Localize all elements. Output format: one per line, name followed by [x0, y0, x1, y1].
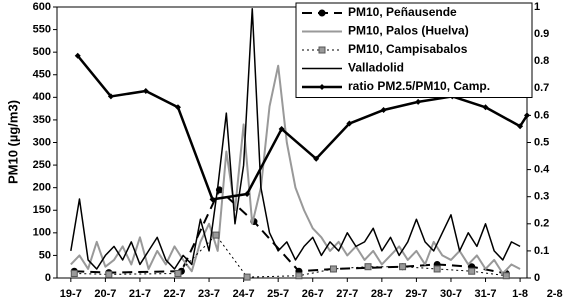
y-tick-label: 200 — [33, 182, 51, 194]
legend-box — [295, 2, 533, 98]
x-tick-label: 22-7 — [163, 288, 185, 300]
y-tick-label: 500 — [33, 46, 51, 58]
marker — [295, 272, 303, 280]
marker — [142, 88, 149, 95]
marker — [482, 104, 489, 111]
series-line — [70, 8, 521, 270]
marker — [105, 270, 113, 278]
y-tick-label: 350 — [33, 114, 51, 126]
x-tick-label: 23-7 — [198, 288, 220, 300]
y2-tick-label: 0.2 — [534, 218, 549, 230]
legend-label: ratio PM2.5/PM10, Camp. — [348, 79, 490, 93]
marker — [502, 272, 510, 280]
x-tick-label: 1-8 — [512, 288, 528, 300]
legend-label: PM10, Peñausende — [348, 5, 457, 19]
y-tick-label: 50 — [39, 249, 51, 261]
x-tick-label: 30-7 — [440, 288, 462, 300]
x-tick-label: 20-7 — [94, 288, 116, 300]
y-tick-label: 600 — [33, 1, 51, 13]
x-tick-label: 2-8 — [547, 288, 563, 300]
y-tick-label: 450 — [33, 69, 51, 81]
marker — [415, 98, 422, 105]
marker — [70, 269, 78, 277]
marker — [212, 231, 220, 239]
y2-tick-label: 0 — [534, 272, 540, 284]
x-tick-label: 31-7 — [475, 288, 497, 300]
y2-tick-label: 0.3 — [534, 191, 549, 203]
y-axis-label: PM10 (µg/m3) — [5, 100, 20, 184]
legend-marker — [319, 84, 325, 90]
marker — [243, 273, 251, 281]
legend-label: PM10, Campisabalos — [348, 42, 468, 56]
y-tick-label: 250 — [33, 159, 51, 171]
marker — [380, 106, 387, 113]
y-tick-label: 550 — [33, 23, 51, 35]
y2-tick-label: 0.8 — [534, 55, 549, 67]
marker — [399, 263, 407, 271]
y-tick-label: 300 — [33, 136, 51, 148]
y2-tick-label: 0.5 — [534, 136, 549, 148]
y2-tick-label: 0.6 — [534, 109, 549, 121]
marker — [209, 196, 216, 203]
series-line — [70, 64, 521, 275]
marker — [174, 269, 182, 277]
y2-tick-label: 0.9 — [534, 28, 549, 40]
marker — [244, 190, 251, 197]
x-tick-label: 24-7 — [233, 288, 255, 300]
y2-tick-label: 1 — [534, 1, 540, 13]
marker — [313, 155, 320, 162]
x-tick-label: 27-7 — [336, 288, 358, 300]
x-tick-label: 28-7 — [371, 288, 393, 300]
marker — [468, 267, 476, 275]
marker — [517, 123, 524, 130]
legend-marker — [318, 46, 326, 54]
marker — [346, 120, 353, 127]
x-tick-label: 25-7 — [267, 288, 289, 300]
x-tick-label: 21-7 — [129, 288, 151, 300]
marker — [329, 265, 337, 273]
marker — [364, 263, 372, 271]
marker — [174, 104, 181, 111]
y-tick-label: 150 — [33, 204, 51, 216]
legend-label: PM10, Palos (Huelva) — [348, 24, 469, 38]
marker — [278, 125, 285, 132]
y-tick-label: 400 — [33, 91, 51, 103]
legend-label: Valladolid — [348, 61, 404, 75]
marker — [524, 112, 530, 119]
marker — [433, 265, 441, 273]
series-line — [74, 234, 507, 278]
y-tick-label: 0 — [45, 272, 51, 284]
marker — [74, 52, 81, 59]
x-tick-label: 26-7 — [302, 288, 324, 300]
y2-tick-label: 0.1 — [534, 245, 549, 257]
y2-tick-label: 0.4 — [534, 164, 550, 176]
marker — [107, 93, 114, 100]
x-tick-label: 19-7 — [60, 288, 82, 300]
y2-tick-label: 0.7 — [534, 82, 549, 94]
legend-marker — [318, 9, 326, 17]
y-tick-label: 100 — [33, 227, 51, 239]
x-tick-label: 29-7 — [405, 288, 427, 300]
